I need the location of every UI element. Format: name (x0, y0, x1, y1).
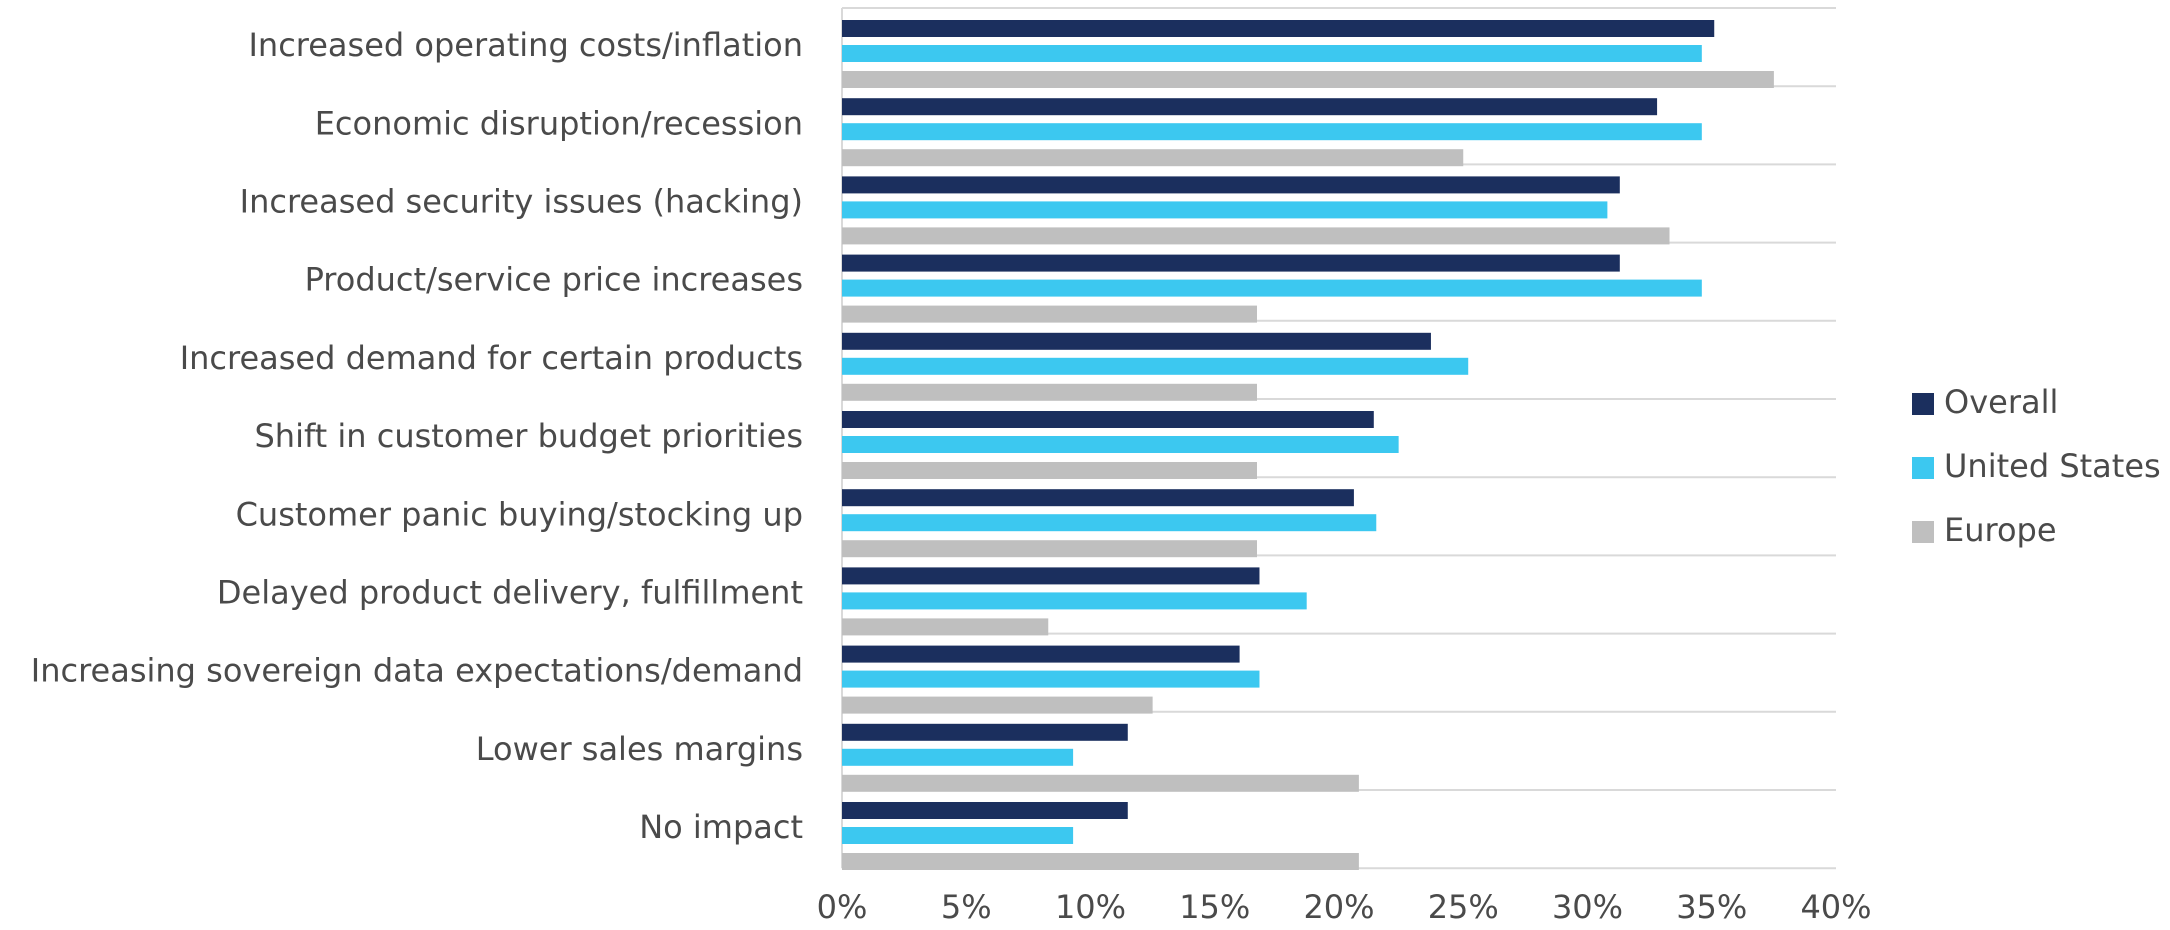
legend-label-united-states: United States (1944, 447, 2161, 485)
bar-overall (842, 489, 1354, 507)
bar-europe (842, 853, 1359, 870)
bar-overall (842, 411, 1374, 428)
category-label: Product/service price increases (305, 261, 803, 299)
category-label: Increased demand for certain products (180, 339, 803, 377)
bar-overall (842, 332, 1431, 350)
bar-overall (842, 98, 1658, 116)
bar-europe (842, 383, 1257, 401)
bar-united-states (842, 45, 1702, 62)
bar-united-states (842, 748, 1074, 766)
bar-overall (842, 254, 1620, 272)
bar-united-states (842, 827, 1074, 844)
x-tick-label: 10% (1055, 888, 1126, 926)
x-tick-label: 35% (1676, 888, 1747, 926)
bar-europe (842, 696, 1153, 714)
category-label: Economic disruption/recession (315, 104, 803, 142)
bar-united-states (842, 436, 1399, 453)
bar-europe (842, 540, 1257, 558)
category-label: Customer panic buying/stocking up (236, 495, 803, 533)
bar-overall (842, 802, 1128, 819)
x-tick-label: 5% (941, 888, 992, 926)
bar-europe (842, 462, 1257, 479)
legend-swatch-overall (1912, 393, 1934, 415)
x-tick-label: 40% (1800, 888, 1871, 926)
bar-europe (842, 71, 1774, 88)
category-label: Delayed product delivery, fulfillment (217, 574, 803, 612)
bar-overall (842, 567, 1260, 585)
category-label: Increased operating costs/inflation (248, 26, 803, 64)
bar-united-states (842, 592, 1307, 610)
bar-united-states (842, 514, 1377, 532)
category-label: Increasing sovereign data expectations/d… (31, 652, 803, 690)
bar-united-states (842, 279, 1702, 297)
bar-overall (842, 645, 1240, 663)
bar-overall (842, 723, 1128, 741)
category-label: No impact (639, 808, 803, 846)
bar-united-states (842, 670, 1260, 688)
bar-europe (842, 227, 1670, 245)
legend: Overall United States Europe (1912, 383, 2161, 549)
x-tick-label: 15% (1179, 888, 1250, 926)
bar-europe (842, 149, 1464, 167)
bar-united-states (842, 201, 1608, 219)
x-tick-label: 30% (1552, 888, 1623, 926)
bar-europe (842, 774, 1359, 792)
category-label: Increased security issues (hacking) (240, 183, 803, 221)
legend-swatch-united-states (1912, 457, 1934, 479)
bar-united-states (842, 357, 1469, 375)
bar-overall (842, 176, 1620, 194)
x-tick-label: 25% (1428, 888, 1499, 926)
category-labels: Increased operating costs/inflation Econo… (31, 26, 803, 846)
legend-label-overall: Overall (1944, 383, 2058, 421)
category-label: Shift in customer budget priorities (254, 417, 803, 455)
legend-swatch-europe (1912, 521, 1934, 543)
bar-europe (842, 618, 1049, 636)
bar-united-states (842, 123, 1702, 141)
x-tick-label: 0% (817, 888, 868, 926)
x-tick-label: 20% (1303, 888, 1374, 926)
bar-europe (842, 305, 1257, 323)
legend-label-europe: Europe (1944, 511, 2057, 549)
x-axis-tick-labels: 0% 5% 10% 15% 20% 25% 30% 35% 40% (817, 888, 1872, 926)
bar-overall (842, 20, 1715, 37)
category-label: Lower sales margins (476, 730, 803, 768)
bars (842, 20, 1774, 870)
